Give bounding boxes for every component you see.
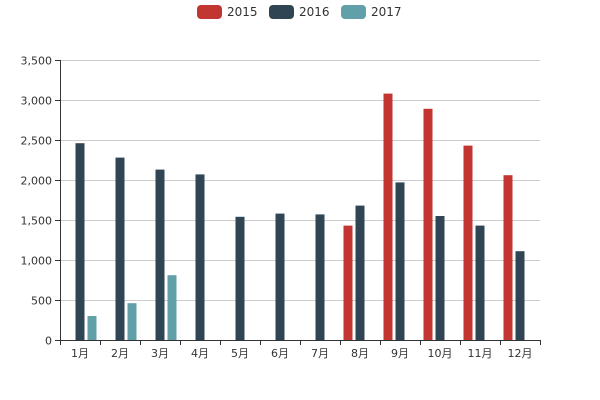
legend-label-2017[interactable]: 2017: [371, 5, 402, 19]
bar-2016-7[interactable]: [315, 214, 325, 340]
bar-2016-5[interactable]: [235, 216, 245, 340]
bar-2017-3[interactable]: [167, 275, 177, 340]
bar-2016-2[interactable]: [115, 157, 125, 340]
x-tick-label: 2月: [111, 347, 129, 360]
y-tick-label: 1,000: [21, 255, 53, 268]
bar-2016-9[interactable]: [395, 182, 405, 340]
x-tick-label: 1月: [71, 347, 89, 360]
bar-2016-8[interactable]: [355, 205, 365, 340]
bars[interactable]: [75, 93, 525, 340]
legend-label-2016[interactable]: 2016: [299, 5, 330, 19]
bar-2016-11[interactable]: [475, 225, 485, 340]
legend-swatch-2015[interactable]: [197, 5, 222, 19]
x-tick-label: 8月: [351, 347, 369, 360]
bar-2015-12[interactable]: [503, 175, 513, 340]
legend-swatch-2017[interactable]: [341, 5, 366, 19]
x-tick-label: 11月: [468, 347, 493, 360]
bar-2015-10[interactable]: [423, 108, 433, 340]
x-tick-label: 4月: [191, 347, 209, 360]
x-tick-label: 10月: [428, 347, 453, 360]
bar-2015-9[interactable]: [383, 93, 393, 340]
x-tick-label: 9月: [391, 347, 409, 360]
x-tick-label: 6月: [271, 347, 289, 360]
x-tick-label: 7月: [311, 347, 329, 360]
bar-2015-11[interactable]: [463, 145, 473, 340]
x-tick-label: 3月: [151, 347, 169, 360]
x-tick-label: 12月: [508, 347, 533, 360]
bar-2016-10[interactable]: [435, 216, 445, 340]
bar-2016-12[interactable]: [515, 251, 525, 340]
y-tick-label: 2,000: [21, 175, 53, 188]
legend[interactable]: 2015 2016 2017: [197, 5, 402, 19]
gridlines: [60, 60, 540, 301]
y-tick-label: 3,000: [21, 95, 53, 108]
x-tick-label: 5月: [231, 347, 249, 360]
bar-2016-4[interactable]: [195, 174, 205, 340]
y-tick-label: 2,500: [21, 135, 53, 148]
y-tick-label: 500: [31, 295, 52, 308]
bar-2016-6[interactable]: [275, 213, 285, 340]
y-tick-label: 3,500: [21, 55, 53, 68]
legend-label-2015[interactable]: 2015: [227, 5, 258, 19]
legend-swatch-2016[interactable]: [269, 5, 294, 19]
bar-2017-1[interactable]: [87, 316, 97, 340]
bar-2016-3[interactable]: [155, 169, 165, 340]
bar-2015-8[interactable]: [343, 225, 353, 340]
bar-2016-1[interactable]: [75, 143, 85, 340]
axes: 0 500 1,000 1,500 2,000 2,500 3,000 3,500 1月 2月 3月…: [21, 55, 541, 360]
y-tick-label: 0: [45, 335, 52, 348]
bar-2017-2[interactable]: [127, 303, 137, 340]
y-tick-label: 1,500: [21, 215, 53, 228]
